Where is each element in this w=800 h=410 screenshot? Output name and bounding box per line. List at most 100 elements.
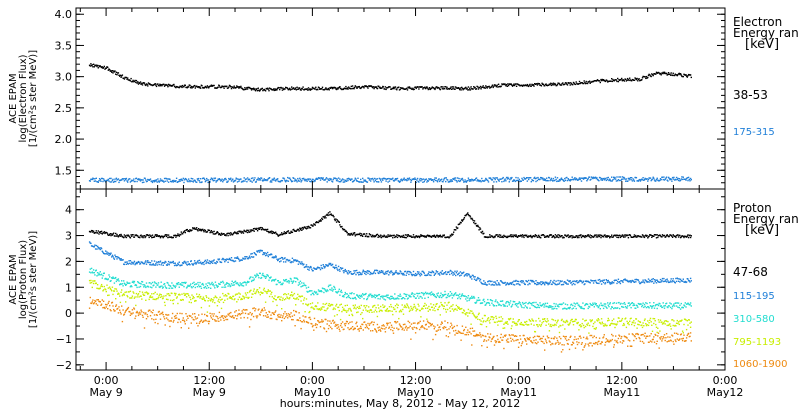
data-point — [268, 290, 270, 292]
data-point — [671, 235, 673, 237]
data-point — [521, 85, 524, 87]
data-point — [539, 283, 541, 285]
data-point — [345, 88, 348, 90]
data-point — [181, 281, 183, 284]
data-point — [371, 86, 373, 88]
data-point — [432, 271, 434, 273]
data-point — [347, 179, 349, 182]
data-point — [474, 302, 476, 304]
data-point — [509, 282, 512, 284]
data-point — [454, 270, 456, 272]
data-point — [455, 274, 457, 277]
data-point — [375, 178, 377, 180]
data-point — [311, 268, 313, 270]
data-point — [200, 230, 203, 232]
data-point — [276, 89, 278, 91]
data-point — [141, 235, 144, 237]
data-point — [571, 308, 573, 310]
data-point — [124, 236, 126, 238]
data-point — [437, 236, 439, 238]
data-point — [326, 289, 328, 291]
data-point — [268, 87, 271, 89]
data-point — [397, 295, 399, 297]
data-point — [467, 89, 469, 91]
data-point — [115, 235, 118, 237]
data-point — [237, 178, 239, 180]
data-point — [160, 281, 162, 283]
data-point — [529, 83, 531, 86]
data-point — [149, 263, 151, 266]
data-point — [523, 282, 525, 284]
data-point — [347, 234, 349, 236]
data-point — [373, 296, 375, 298]
data-point — [599, 308, 601, 310]
data-point — [564, 234, 567, 236]
data-point — [283, 261, 285, 263]
data-point — [115, 256, 118, 258]
data-point — [90, 65, 93, 67]
data-point — [177, 180, 180, 183]
data-point — [510, 236, 512, 238]
data-point — [337, 177, 340, 179]
data-point — [687, 278, 689, 280]
data-point — [609, 282, 611, 284]
data-point — [574, 83, 577, 86]
data-point — [356, 180, 358, 182]
data-point — [171, 261, 174, 263]
data-point — [450, 180, 452, 183]
data-point — [279, 299, 282, 301]
data-point — [374, 294, 376, 296]
data-point — [475, 88, 478, 90]
data-point — [327, 265, 329, 267]
data-point — [552, 84, 554, 86]
data-point — [435, 296, 437, 299]
data-point — [246, 296, 248, 299]
data-point — [91, 230, 93, 232]
data-point — [196, 286, 199, 288]
data-point — [374, 177, 376, 180]
data-point — [482, 283, 484, 285]
data-point — [495, 85, 497, 87]
data-point — [417, 86, 419, 88]
data-point — [478, 229, 480, 231]
data-point — [139, 290, 141, 293]
data-point — [218, 258, 221, 260]
data-point — [647, 178, 650, 181]
data-point — [595, 236, 597, 238]
data-point — [307, 266, 310, 268]
data-point — [504, 305, 506, 307]
data-point — [188, 230, 190, 232]
data-point — [463, 217, 466, 219]
data-point — [311, 306, 313, 308]
data-point — [596, 234, 598, 236]
data-point — [159, 296, 162, 298]
data-point — [475, 177, 478, 179]
data-point — [495, 305, 498, 307]
data-point — [169, 178, 171, 180]
data-point — [445, 88, 447, 90]
data-point — [167, 298, 169, 301]
data-point — [432, 271, 435, 274]
data-point — [317, 302, 319, 304]
data-point — [281, 257, 284, 259]
data-point — [615, 302, 618, 304]
data-point — [685, 75, 688, 77]
data-point — [197, 260, 199, 262]
data-point — [137, 260, 140, 263]
data-point — [580, 306, 583, 308]
data-point — [481, 230, 484, 233]
data-point — [582, 178, 585, 180]
data-point — [193, 262, 195, 265]
data-point — [671, 307, 673, 310]
data-point — [201, 85, 203, 87]
data-point — [103, 231, 105, 233]
data-point — [689, 234, 691, 236]
data-point — [611, 180, 613, 182]
data-point — [154, 291, 156, 294]
data-point — [519, 303, 522, 306]
data-point — [493, 236, 495, 239]
data-point — [297, 263, 300, 265]
data-point — [158, 85, 160, 87]
data-point — [380, 179, 382, 181]
data-point — [191, 287, 193, 289]
